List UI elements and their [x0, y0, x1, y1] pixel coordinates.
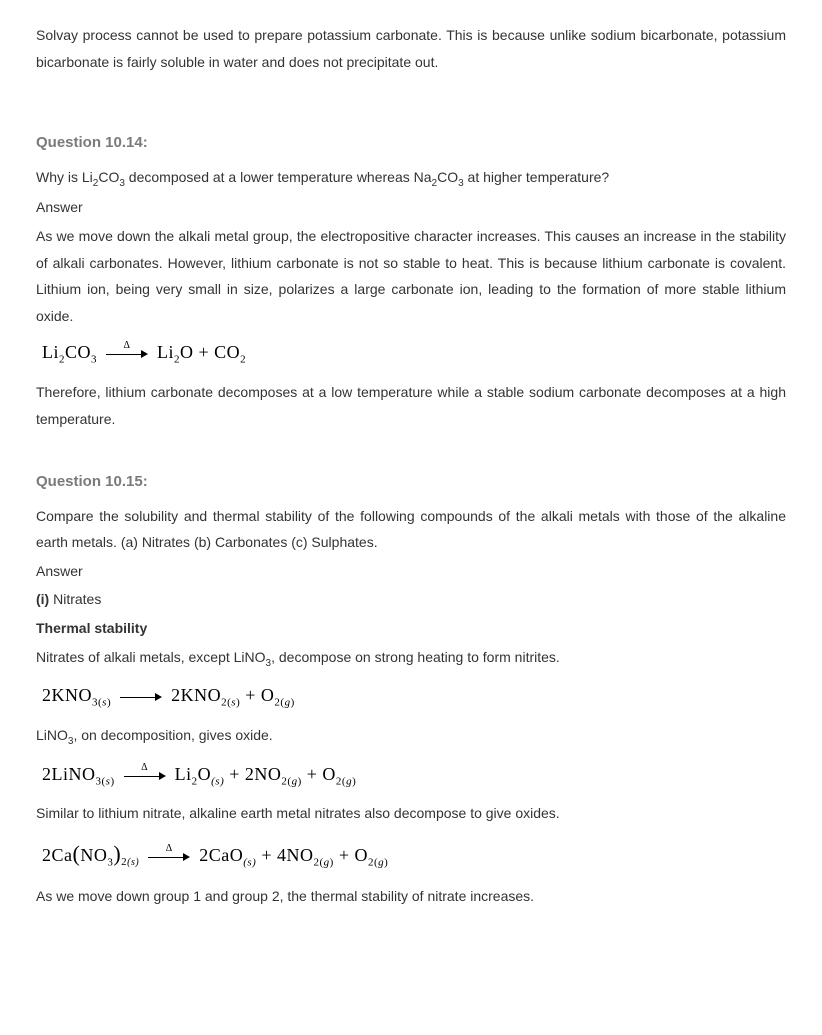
eq3-r3-sub: 2(g) — [336, 775, 356, 787]
answer-10-15-p2: LiNO3, on decomposition, gives oxide. — [36, 722, 786, 751]
equation-cano3: 2Ca(NO3)2(s) Δ 2CaO(s) + 4NO2(g) + O2(g) — [42, 833, 786, 875]
p1-pre: Nitrates of alkali metals, except LiNO — [36, 649, 266, 665]
eq4-r1: 2CaO — [199, 845, 243, 865]
answer-10-15-p3: Similar to lithium nitrate, alkaline ear… — [36, 800, 786, 827]
question-heading-10-15: Question 10.15: — [36, 468, 786, 497]
answer-10-15-p1: Nitrates of alkali metals, except LiNO3,… — [36, 644, 786, 673]
answer-label-10-14: Answer — [36, 194, 786, 221]
eq2-plus: + O — [245, 685, 274, 705]
delta-icon: Δ — [124, 336, 131, 355]
delta-icon: Δ — [141, 758, 148, 777]
eq3-r1-state: (s) — [211, 775, 224, 787]
eq2-lhs-sub: 3(s) — [92, 697, 111, 709]
eq4-r1-state: (s) — [243, 856, 256, 868]
p2-post: , on decomposition, gives oxide. — [73, 727, 272, 743]
eq4-inner: NO — [80, 845, 107, 865]
eq3-lhs-sub: 3(s) — [96, 775, 115, 787]
answer-10-14-p1: As we move down the alkali metal group, … — [36, 223, 786, 329]
answer-10-14-p2: Therefore, lithium carbonate decomposes … — [36, 379, 786, 432]
eq4-paren-close: ) — [113, 841, 121, 866]
eq3-r2-sub: 2(g) — [281, 775, 301, 787]
eq14-lhs2: CO — [65, 342, 91, 362]
eq4-r2: + 4NO — [261, 845, 313, 865]
intro-paragraph: Solvay process cannot be used to prepare… — [36, 22, 786, 75]
answer-10-15-p4: As we move down group 1 and group 2, the… — [36, 883, 786, 910]
eq3-lhs: 2LiNO — [42, 764, 96, 784]
q14-text-frag-5: at higher temperature? — [464, 169, 610, 185]
item-i-text: Nitrates — [53, 591, 101, 607]
eq3-r2: + 2NO — [229, 764, 281, 784]
answer-10-15-item-i: (i) Nitrates — [36, 586, 786, 613]
eq2-rhs2-sub: 2(g) — [274, 697, 294, 709]
q14-text-frag-4: CO — [437, 169, 458, 185]
eq14-rhs1: Li — [157, 342, 174, 362]
equation-10-14: Li2CO3 Δ Li2O + CO2 — [42, 335, 786, 370]
eq3-r3: + O — [307, 764, 336, 784]
q14-text-frag-2: CO — [98, 169, 119, 185]
delta-icon: Δ — [166, 839, 173, 858]
question-heading-10-14: Question 10.14: — [36, 129, 786, 158]
eq14-lhs1: Li — [42, 342, 59, 362]
eq3-r1: Li — [175, 764, 192, 784]
equation-lino3: 2LiNO3(s) Δ Li2O(s) + 2NO2(g) + O2(g) — [42, 757, 786, 792]
reaction-arrow-icon: Δ — [106, 347, 148, 361]
equation-kno3: 2KNO3(s) 2KNO2(s) + O2(g) — [42, 678, 786, 713]
eq4-outer-sub: 2(s) — [121, 856, 139, 868]
eq4-r3: + O — [339, 845, 368, 865]
p2-pre: LiNO — [36, 727, 68, 743]
eq2-rhs1-sub: 2(s) — [221, 697, 240, 709]
eq4-lhs: 2Ca — [42, 845, 73, 865]
reaction-arrow-icon — [120, 690, 162, 704]
eq4-r2-sub: 2(g) — [313, 856, 333, 868]
q14-text-frag-1: Why is Li — [36, 169, 93, 185]
p1-post: , decompose on strong heating to form ni… — [271, 649, 560, 665]
answer-label-10-15: Answer — [36, 558, 786, 585]
eq14-lhs2-sub: 3 — [91, 354, 97, 366]
item-i-label: (i) — [36, 591, 53, 607]
reaction-arrow-icon: Δ — [148, 850, 190, 864]
eq14-rhs2-sub: 2 — [240, 354, 246, 366]
question-10-15-text: Compare the solubility and thermal stabi… — [36, 503, 786, 556]
eq2-lhs: 2KNO — [42, 685, 92, 705]
eq3-r1b: O — [198, 764, 212, 784]
eq2-rhs1: 2KNO — [171, 685, 221, 705]
q14-text-frag-3: decomposed at a lower temperature wherea… — [125, 169, 432, 185]
question-10-14-text: Why is Li2CO3 decomposed at a lower temp… — [36, 164, 786, 193]
thermal-stability-heading: Thermal stability — [36, 615, 786, 642]
document-page: Solvay process cannot be used to prepare… — [0, 0, 822, 1035]
eq14-rhs2: O + CO — [180, 342, 240, 362]
reaction-arrow-icon: Δ — [124, 769, 166, 783]
eq4-r3-sub: 2(g) — [368, 856, 388, 868]
